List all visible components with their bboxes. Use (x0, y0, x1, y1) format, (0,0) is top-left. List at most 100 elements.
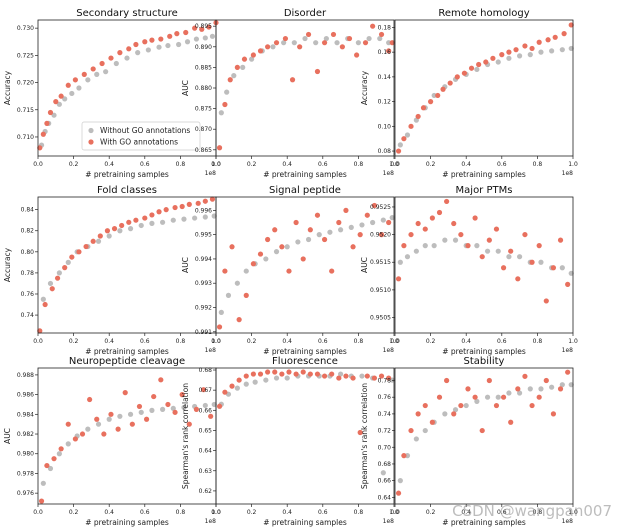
legend-marker-without-go (88, 127, 94, 134)
point-without-go (291, 40, 297, 46)
point-without-go (40, 296, 46, 302)
y-tick-label: 0.74 (21, 312, 35, 319)
point-with-go (126, 46, 132, 52)
point-with-go (122, 390, 128, 396)
point-with-go (81, 71, 87, 77)
point-without-go (377, 35, 383, 42)
point-with-go (378, 31, 385, 38)
axes-frame (215, 367, 395, 505)
point-without-go (549, 48, 555, 54)
panel-9: Stability 0.0 0.2 0.4 0.6 0.8 1.0 0.64 0.66 0.68 0… (360, 356, 578, 527)
point-without-go (452, 237, 459, 243)
point-without-go (113, 60, 119, 67)
point-without-go (442, 237, 448, 243)
y-tick-label: 0.18 (378, 24, 392, 31)
point-with-go (339, 44, 345, 50)
point-with-go (101, 431, 107, 437)
point-without-go (348, 224, 354, 230)
y-tick-label: 0.870 (195, 126, 212, 133)
y-tick-label: 0.865 (195, 147, 212, 154)
point-with-go (158, 377, 164, 383)
point-with-go (307, 371, 313, 377)
point-with-go (465, 243, 471, 249)
point-with-go (357, 429, 363, 436)
x-tick-label: 0.4 (104, 509, 114, 516)
point-without-go (176, 41, 182, 48)
x-tick-label: 0.0 (33, 161, 43, 168)
point-with-go (229, 244, 235, 250)
point-without-go (192, 215, 198, 221)
panel-1: Secondary structure 0.0 0.2 0.4 0.6 0.8 1.0 0.7… (3, 8, 221, 179)
point-with-go (208, 413, 214, 419)
y-tick-label: 0.76 (378, 394, 392, 401)
point-without-go (231, 73, 237, 79)
point-with-go (429, 419, 435, 425)
panel-6: Major PTMs 0.0 0.2 0.4 0.6 0.8 1.0 0.9505 0.9510… (360, 185, 578, 356)
point-with-go (321, 373, 328, 379)
point-without-go (209, 33, 216, 39)
point-with-go (42, 301, 48, 308)
point-with-go (272, 227, 278, 233)
point-without-go (517, 254, 523, 260)
point-without-go (284, 375, 290, 381)
point-with-go (54, 275, 61, 281)
x-tick-label: 0.2 (247, 338, 257, 345)
x-scale-multiplier: 1e8 (383, 347, 395, 354)
point-with-go (350, 244, 356, 250)
point-with-go (126, 219, 132, 225)
point-with-go (94, 416, 100, 422)
point-with-go (435, 92, 441, 99)
point-with-go (250, 261, 256, 267)
y-tick-label: 0.64 (378, 494, 392, 501)
point-without-go (62, 96, 68, 102)
x-tick-label: 0.6 (318, 509, 328, 516)
point-without-go (202, 214, 208, 220)
point-with-go (90, 238, 96, 244)
point-without-go (422, 243, 428, 249)
point-with-go (236, 377, 242, 383)
point-with-go (420, 105, 427, 111)
point-with-go (250, 371, 256, 377)
point-with-go (370, 23, 376, 29)
point-with-go (83, 243, 89, 250)
y-tick-label: 0.9510 (370, 287, 391, 294)
point-without-go (495, 59, 501, 65)
point-with-go (451, 411, 457, 417)
point-with-go (493, 402, 500, 409)
point-with-go (568, 22, 574, 28)
y-tick-label: 0.76 (21, 291, 35, 298)
point-with-go (151, 393, 157, 400)
point-with-go (99, 60, 105, 67)
point-with-go (241, 56, 248, 62)
y-tick-label: 0.725 (17, 52, 34, 59)
x-tick-label: 0.8 (533, 161, 543, 168)
point-without-go (463, 402, 469, 409)
y-tick-label: 0.991 (195, 329, 212, 336)
point-without-go (404, 254, 411, 260)
y-axis-label: AUC (3, 428, 12, 444)
point-without-go (442, 411, 448, 417)
point-without-go (327, 229, 333, 235)
point-with-go (65, 82, 71, 88)
point-with-go (143, 416, 150, 422)
point-with-go (343, 373, 349, 379)
point-with-go (58, 446, 64, 452)
point-without-go (323, 35, 329, 42)
point-with-go (195, 200, 201, 206)
point-without-go (249, 56, 255, 62)
point-with-go (536, 394, 542, 400)
x-tick-label: 0.4 (282, 509, 292, 516)
y-axis-label: Spearman's rank correlation (360, 383, 369, 489)
x-tick-label: 0.4 (282, 161, 292, 168)
point-with-go (227, 77, 233, 83)
y-tick-label: 0.895 (195, 23, 212, 30)
point-without-go (506, 55, 512, 61)
point-with-go (40, 131, 46, 137)
y-tick-label: 0.9515 (370, 259, 391, 266)
point-with-go (468, 65, 475, 71)
point-with-go (401, 243, 407, 249)
point-with-go (461, 70, 468, 76)
point-without-go (76, 85, 82, 91)
point-without-go (193, 36, 200, 42)
